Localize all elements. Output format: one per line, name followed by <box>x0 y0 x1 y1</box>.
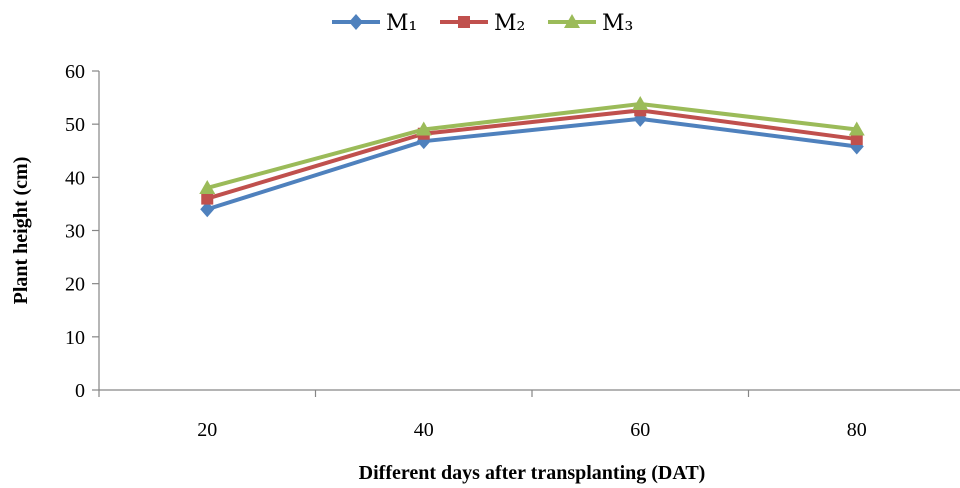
x-axis-title: Different days after transplanting (DAT) <box>359 462 706 484</box>
series-line <box>206 101 857 190</box>
data-point <box>632 95 649 110</box>
data-point <box>848 121 865 136</box>
legend: M₁ M₂ M₃ <box>332 11 633 36</box>
data-point <box>415 121 432 136</box>
x-tick-label: 20 <box>197 419 217 441</box>
axes: 0 10 20 30 40 50 60 20 40 60 80 <box>65 61 960 441</box>
series-group <box>199 95 865 218</box>
x-ticks: 20 40 60 80 <box>98 390 867 441</box>
y-tick-label: 30 <box>65 221 85 243</box>
legend-label: M₁ <box>386 11 417 36</box>
series-3 <box>199 95 865 194</box>
legend-item: M₁ <box>332 11 417 36</box>
y-tick-label: 50 <box>65 114 85 136</box>
legend-label: M₃ <box>602 11 633 36</box>
legend-item: M₃ <box>548 11 633 36</box>
data-point <box>200 201 215 218</box>
series-line <box>206 108 858 201</box>
y-ticks: 0 10 20 30 40 50 60 <box>65 61 99 402</box>
y-tick-label: 60 <box>65 61 85 83</box>
y-tick-label: 20 <box>65 274 85 296</box>
legend-item: M₂ <box>440 11 525 36</box>
y-axis-title: Plant height (cm) <box>10 157 32 305</box>
data-point <box>850 133 863 146</box>
y-tick-label: 0 <box>75 380 85 402</box>
data-point <box>201 192 214 205</box>
legend-marker <box>458 16 470 28</box>
data-point <box>199 179 216 194</box>
legend-label: M₂ <box>494 11 525 36</box>
y-tick-label: 40 <box>65 167 85 189</box>
legend-marker <box>564 14 580 28</box>
x-tick-label: 80 <box>847 419 867 441</box>
y-tick-label: 10 <box>65 327 85 349</box>
legend-marker <box>349 14 363 30</box>
series-line <box>206 116 858 212</box>
x-tick-label: 60 <box>630 419 650 441</box>
x-tick-label: 40 <box>414 419 434 441</box>
